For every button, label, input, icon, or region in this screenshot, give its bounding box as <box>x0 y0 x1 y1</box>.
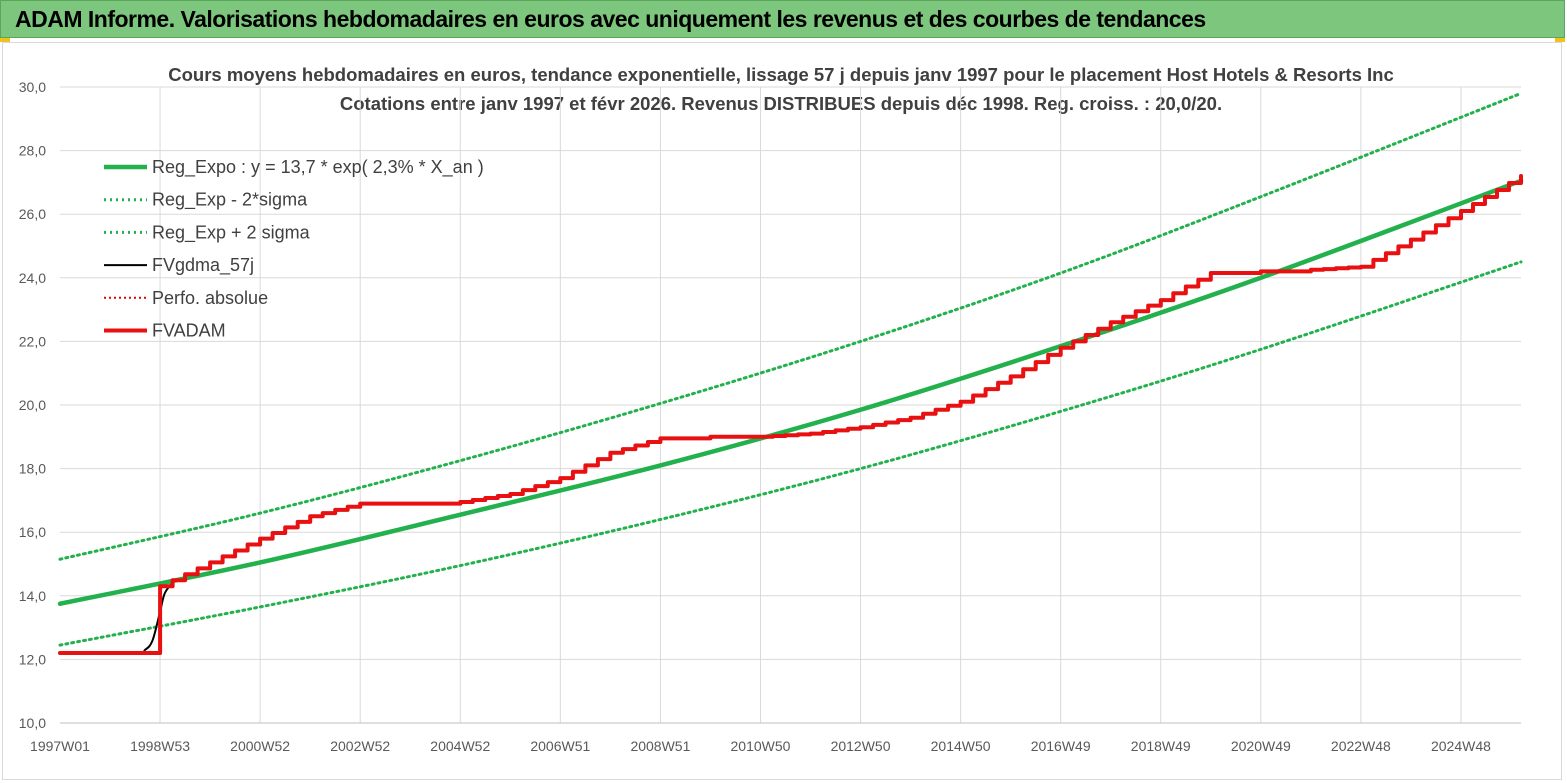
series-line-dotted <box>58 91 1523 561</box>
chart-title: Cours moyens hebdomadaires en euros, ten… <box>168 64 1394 85</box>
chart-frame <box>2 42 1562 780</box>
corner-marker-right <box>1555 38 1565 42</box>
x-tick-label: 2016W49 <box>1031 738 1091 754</box>
legend-label: FVgdma_57j <box>152 255 254 276</box>
grid-lines <box>60 86 1521 724</box>
legend-label: Perfo. absolue <box>152 288 268 308</box>
x-tick-label: 1998W53 <box>130 738 190 754</box>
y-tick-label: 24,0 <box>19 270 46 286</box>
y-tick-label: 14,0 <box>19 588 46 604</box>
y-tick-label: 26,0 <box>19 206 46 222</box>
x-tick-label: 2000W52 <box>230 738 290 754</box>
legend-label: Reg_Expo : y = 13,7 * exp( 2,3% * X_an ) <box>152 157 484 178</box>
corner-marker-left <box>0 38 10 42</box>
x-tick-label: 2020W49 <box>1231 738 1291 754</box>
x-tick-label: 2006W51 <box>530 738 590 754</box>
y-tick-label: 12,0 <box>19 651 46 667</box>
y-tick-label: 18,0 <box>19 461 46 477</box>
series-layer <box>57 91 1524 655</box>
x-tick-label: 2024W48 <box>1431 738 1491 754</box>
chart-subtitle: Cotations entre janv 1997 et févr 2026. … <box>340 93 1222 114</box>
legend-label: Reg_Exp - 2*sigma <box>152 190 308 211</box>
x-tick-label: 2012W50 <box>831 738 891 754</box>
y-tick-label: 16,0 <box>19 524 46 540</box>
series-line-thick <box>57 178 1524 606</box>
x-tick-label: 2022W48 <box>1331 738 1391 754</box>
x-tick-label: 2008W51 <box>630 738 690 754</box>
legend-label: Reg_Exp + 2 sigma <box>152 222 311 243</box>
series-line-dotted <box>58 260 1523 647</box>
x-tick-label: 2002W52 <box>330 738 390 754</box>
y-tick-label: 22,0 <box>19 333 46 349</box>
y-tick-label: 30,0 <box>19 79 46 95</box>
x-tick-label: 2010W50 <box>731 738 791 754</box>
y-axis-ticks: 10,0 12,0 14,0 16,0 18,0 20,0 22,0 24,0 26,0 28,0… <box>19 79 46 731</box>
x-tick-label: 1997W01 <box>30 738 90 754</box>
page-title: ADAM Informe. Valorisations hebdomadaire… <box>15 6 1206 32</box>
x-axis-ticks: 1997W01 1998W53 2000W52 2002W52 2004W52 2006W… <box>30 738 1491 754</box>
legend: Reg_Expo : y = 13,7 * exp( 2,3% * X_an )… <box>104 157 484 341</box>
legend-label: FVADAM <box>152 321 226 341</box>
y-tick-label: 10,0 <box>19 715 46 731</box>
y-tick-label: 20,0 <box>19 397 46 413</box>
x-tick-label: 2004W52 <box>430 738 490 754</box>
y-tick-label: 28,0 <box>19 143 46 159</box>
header-banner: ADAM Informe. Valorisations hebdomadaire… <box>0 0 1565 38</box>
x-tick-label: 2014W50 <box>931 738 991 754</box>
series-line-step <box>58 174 1523 655</box>
x-tick-label: 2018W49 <box>1131 738 1191 754</box>
